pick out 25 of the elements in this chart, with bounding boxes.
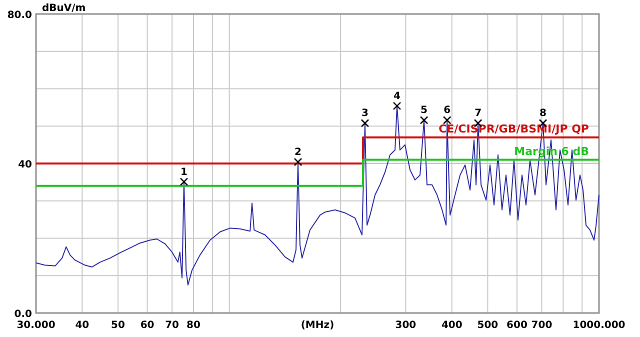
y-tick-label: 40	[18, 160, 32, 170]
x-tick-label: 40	[75, 320, 90, 331]
annotation: 8	[540, 108, 547, 120]
annotation: 6	[444, 105, 451, 116]
x-tick-label: 600	[506, 320, 528, 331]
y-tick-label: 0.0	[14, 309, 32, 320]
x-tick-label: 400	[441, 320, 462, 331]
x-axis-title: (MHz)	[300, 320, 334, 331]
annotation: 3	[361, 108, 368, 120]
x-tick-label: 500	[477, 320, 498, 331]
x-tick-label: 50	[111, 320, 126, 331]
annotation: 5	[420, 105, 428, 116]
x-tick-label: 30.000	[16, 320, 56, 331]
annotation: 1	[180, 166, 188, 178]
x-tick-label: 70	[165, 320, 180, 331]
x-tick-label: 80	[186, 320, 200, 331]
x-tick-label: 60	[140, 320, 154, 331]
y-tick-label: 80.0	[7, 10, 32, 21]
annotation: 2	[294, 147, 302, 158]
x-tick-label: 1000.000	[572, 320, 626, 331]
annotation: 4	[394, 90, 401, 102]
x-tick-label: 300	[395, 320, 416, 331]
x-tick-label: 700	[531, 320, 552, 331]
annotation: 7	[474, 108, 482, 120]
y-axis-title: dBuV/m	[42, 3, 86, 14]
